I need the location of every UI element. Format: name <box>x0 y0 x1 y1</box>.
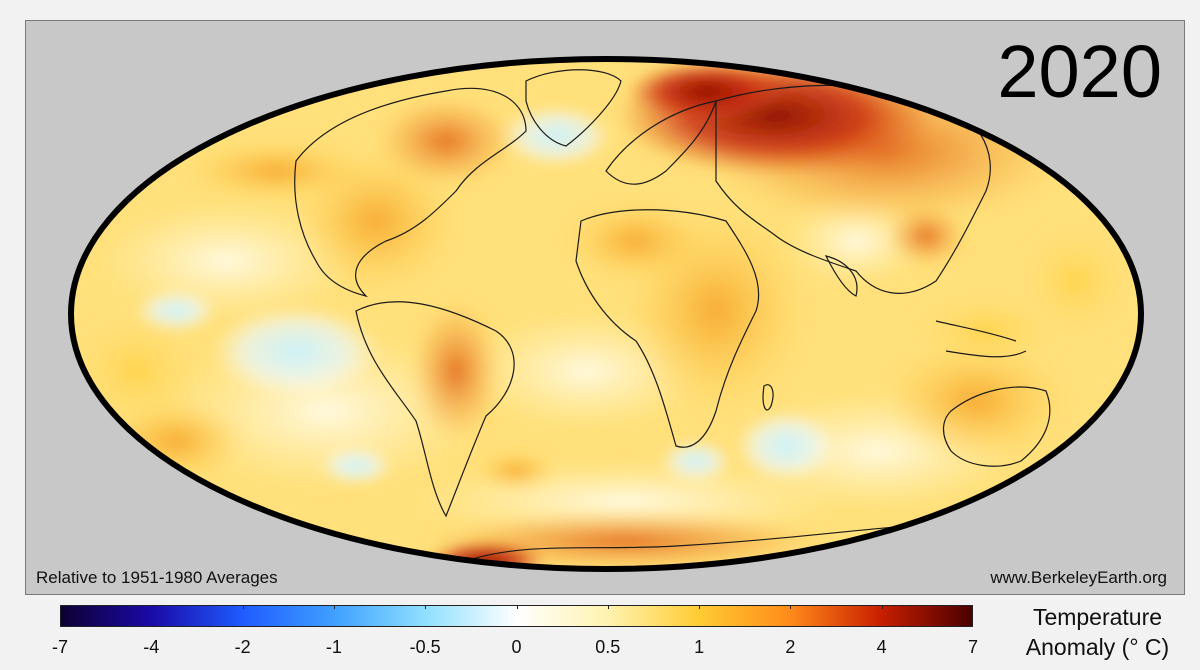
coast-maritime-se-asia <box>935 320 1027 358</box>
legend-title-line1: Temperature <box>1032 604 1163 630</box>
legend-title: Temperature Anomaly (° C) <box>1000 602 1195 662</box>
year-label: 2020 <box>997 30 1162 113</box>
coast-madagascar <box>762 384 774 411</box>
coast-africa <box>575 209 760 448</box>
coast-australia <box>942 386 1051 467</box>
coast-europe <box>605 100 717 185</box>
colorbar-tick-label: 1 <box>694 637 705 657</box>
colorbar-tick <box>242 605 244 609</box>
colorbar-tick <box>60 605 61 609</box>
colorbar-tick-label: -4 <box>143 637 160 657</box>
colorbar: -7 -4 -2 -1 -0.5 0 0.5 1 2 4 7 <box>52 605 978 657</box>
colorbar-tick-label: 0.5 <box>595 637 621 657</box>
source-link[interactable]: www.BerkeleyEarth.org <box>990 568 1167 587</box>
colorbar-tick-label: 7 <box>967 637 979 657</box>
coast-greenland <box>525 69 622 147</box>
colorbar-tick <box>699 605 701 609</box>
colorbar-tick-label: 4 <box>876 637 887 657</box>
colorbar-tick-label: 2 <box>785 637 796 657</box>
colorbar-tick <box>425 605 427 609</box>
map-frame: 2020 Relative to 1951-1980 Averages www.… <box>25 20 1185 595</box>
baseline-note: Relative to 1951-1980 Averages <box>36 568 278 587</box>
colorbar-tick-label: 0 <box>511 637 522 657</box>
coast-north-america <box>294 87 527 298</box>
coast-antarctica <box>465 525 907 562</box>
coast-india <box>824 255 858 297</box>
colorbar-tick-label: -2 <box>234 637 251 657</box>
globe-outline <box>68 56 1144 572</box>
colorbar-tick <box>151 605 153 609</box>
colorbar-tick <box>333 605 335 609</box>
colorbar-tick <box>790 605 792 609</box>
colorbar-tick <box>881 605 883 609</box>
colorbar-tick-label: -0.5 <box>409 637 441 657</box>
colorbar-tick-label: -1 <box>325 637 342 657</box>
colorbar-tick <box>972 605 973 609</box>
colorbar-tick <box>516 605 518 609</box>
coast-south-america <box>355 301 515 518</box>
colorbar-tick <box>607 605 609 609</box>
colorbar-tick-label: -7 <box>51 637 69 657</box>
anomaly-map <box>68 56 1144 572</box>
legend-title-line2: Anomaly (° C) <box>1025 634 1170 660</box>
